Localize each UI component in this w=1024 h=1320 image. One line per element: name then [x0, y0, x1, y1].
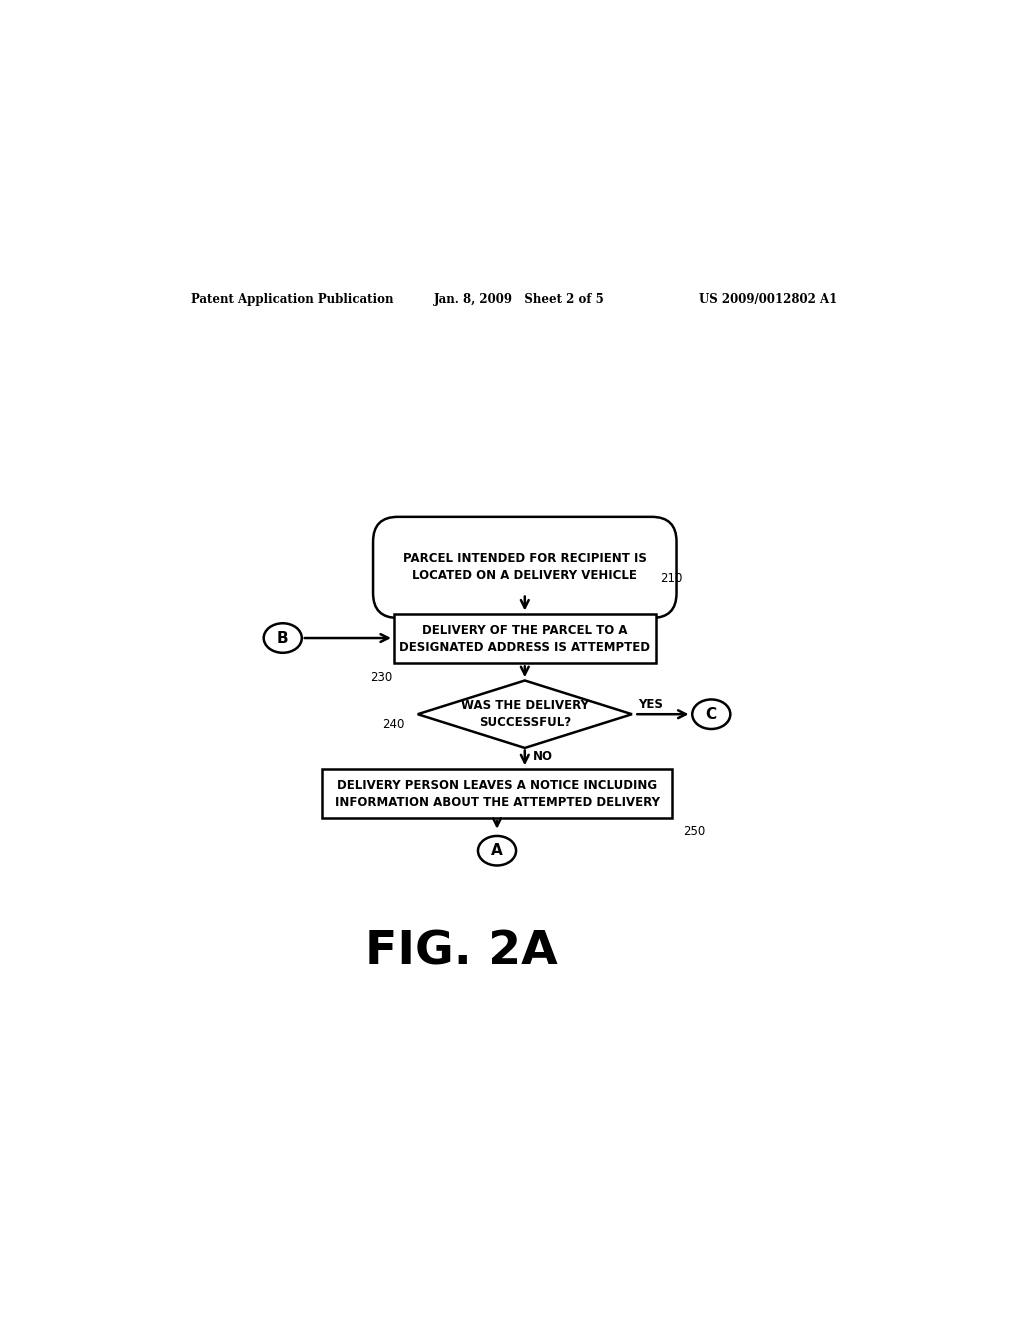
FancyBboxPatch shape: [323, 770, 672, 818]
Text: FIG. 2A: FIG. 2A: [365, 929, 558, 974]
FancyBboxPatch shape: [373, 517, 677, 618]
Text: 240: 240: [382, 718, 404, 731]
Text: NO: NO: [532, 750, 553, 763]
Ellipse shape: [264, 623, 302, 653]
Text: 210: 210: [659, 572, 682, 585]
Text: PARCEL INTENDED FOR RECIPIENT IS
LOCATED ON A DELIVERY VEHICLE: PARCEL INTENDED FOR RECIPIENT IS LOCATED…: [402, 552, 647, 582]
Text: Jan. 8, 2009   Sheet 2 of 5: Jan. 8, 2009 Sheet 2 of 5: [433, 293, 604, 306]
Text: 250: 250: [684, 825, 706, 838]
Text: WAS THE DELIVERY
SUCCESSFUL?: WAS THE DELIVERY SUCCESSFUL?: [461, 700, 589, 729]
Text: C: C: [706, 706, 717, 722]
Text: 230: 230: [370, 671, 392, 684]
Ellipse shape: [692, 700, 730, 729]
Text: DELIVERY PERSON LEAVES A NOTICE INCLUDING
INFORMATION ABOUT THE ATTEMPTED DELIVE: DELIVERY PERSON LEAVES A NOTICE INCLUDIN…: [335, 779, 659, 809]
Ellipse shape: [478, 836, 516, 866]
Polygon shape: [418, 681, 632, 748]
Text: YES: YES: [638, 698, 664, 711]
FancyBboxPatch shape: [394, 614, 655, 664]
Text: US 2009/0012802 A1: US 2009/0012802 A1: [699, 293, 838, 306]
Text: Patent Application Publication: Patent Application Publication: [191, 293, 394, 306]
Text: B: B: [276, 631, 289, 645]
Text: DELIVERY OF THE PARCEL TO A
DESIGNATED ADDRESS IS ATTEMPTED: DELIVERY OF THE PARCEL TO A DESIGNATED A…: [399, 624, 650, 653]
Text: A: A: [492, 843, 503, 858]
